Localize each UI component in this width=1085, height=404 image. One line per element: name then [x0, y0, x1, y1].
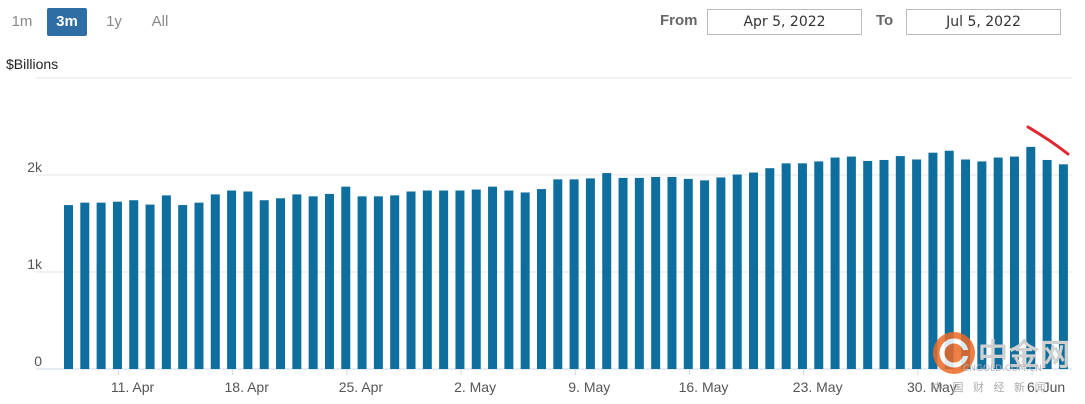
from-date-input[interactable]: [707, 9, 862, 35]
x-tick-label: 25. Apr: [339, 379, 384, 395]
bar[interactable]: [814, 161, 824, 369]
bar[interactable]: [536, 189, 546, 369]
bar[interactable]: [276, 198, 286, 369]
x-tick-label: 18. Apr: [225, 379, 270, 395]
bar[interactable]: [129, 200, 139, 369]
watermark-brand: 中金网: [978, 338, 1071, 373]
bar[interactable]: [879, 159, 889, 369]
x-tick-label: 9. May: [568, 379, 610, 395]
bar[interactable]: [373, 196, 383, 369]
bar[interactable]: [308, 196, 318, 369]
bar[interactable]: [602, 173, 612, 369]
bar[interactable]: [406, 191, 416, 369]
bar[interactable]: [194, 202, 204, 369]
bar[interactable]: [667, 176, 677, 369]
bar[interactable]: [993, 157, 1003, 369]
y-tick-label: 1k: [27, 256, 43, 272]
trend-annotation-stroke: [1026, 125, 1070, 156]
to-date-input[interactable]: [906, 9, 1061, 35]
watermark-tagline: 中 国 财 经 新 闻: [932, 381, 1049, 394]
bar[interactable]: [1026, 146, 1036, 369]
y-tick-label: 0: [34, 353, 42, 369]
bar[interactable]: [651, 176, 661, 369]
bar[interactable]: [324, 193, 334, 369]
x-tick-label: 6. Jun: [1027, 379, 1065, 395]
y-axis-unit-label: $Billions: [6, 56, 59, 72]
bar[interactable]: [846, 156, 856, 369]
y-tick-label: 2k: [27, 159, 43, 175]
from-label: From: [660, 12, 698, 29]
x-tick-label: 16. May: [679, 379, 729, 395]
bar[interactable]: [422, 190, 432, 369]
bar[interactable]: [1042, 159, 1052, 369]
bar[interactable]: [520, 192, 530, 369]
x-tick-label: 30. May: [907, 379, 957, 395]
bar[interactable]: [161, 195, 171, 369]
bar[interactable]: [618, 177, 628, 369]
to-label: To: [876, 12, 894, 29]
bar[interactable]: [749, 172, 759, 369]
bar[interactable]: [716, 177, 726, 369]
bar[interactable]: [765, 168, 775, 369]
range-all-button[interactable]: All: [151, 13, 169, 30]
bar[interactable]: [259, 200, 269, 369]
watermark-logo: [933, 332, 975, 374]
bar[interactable]: [895, 156, 905, 369]
bar[interactable]: [210, 194, 220, 369]
bar[interactable]: [830, 157, 840, 369]
bar[interactable]: [553, 179, 563, 369]
x-tick-label: 2. May: [454, 379, 496, 395]
bar[interactable]: [488, 186, 498, 369]
bar[interactable]: [292, 194, 302, 369]
bar[interactable]: [700, 180, 710, 369]
bar[interactable]: [961, 159, 971, 369]
bar[interactable]: [928, 152, 938, 369]
bar[interactable]: [178, 205, 188, 369]
bar[interactable]: [96, 202, 106, 369]
bar[interactable]: [732, 174, 742, 369]
bar[interactable]: [504, 190, 514, 369]
bar[interactable]: [683, 178, 693, 369]
x-tick-label: 11. Apr: [111, 379, 155, 395]
bar[interactable]: [569, 179, 579, 369]
bar[interactable]: [145, 204, 155, 369]
bar[interactable]: [585, 178, 595, 369]
bar[interactable]: [977, 161, 987, 369]
bar[interactable]: [781, 163, 791, 369]
bar[interactable]: [455, 190, 465, 369]
bar[interactable]: [634, 177, 644, 369]
range-3m-button[interactable]: 3m: [47, 8, 87, 36]
bar[interactable]: [471, 189, 481, 369]
bar[interactable]: [390, 195, 400, 369]
range-1y-button[interactable]: 1y: [106, 13, 122, 30]
bar[interactable]: [357, 196, 367, 369]
bar[interactable]: [1009, 156, 1019, 369]
bar[interactable]: [863, 160, 873, 369]
bar[interactable]: [112, 201, 122, 369]
range-1m-button[interactable]: 1m: [11, 13, 33, 30]
bar[interactable]: [243, 191, 253, 369]
bar[interactable]: [797, 163, 807, 369]
bar[interactable]: [1058, 164, 1068, 369]
bar[interactable]: [341, 186, 351, 369]
watermark-site: CNGOLD.COM.CN: [963, 364, 1042, 374]
x-tick-label: 23. May: [793, 379, 843, 395]
bar[interactable]: [439, 190, 449, 369]
bar[interactable]: [912, 159, 922, 369]
bar[interactable]: [944, 150, 954, 369]
bar[interactable]: [227, 190, 237, 369]
bar[interactable]: [64, 205, 73, 369]
bar[interactable]: [80, 202, 90, 369]
